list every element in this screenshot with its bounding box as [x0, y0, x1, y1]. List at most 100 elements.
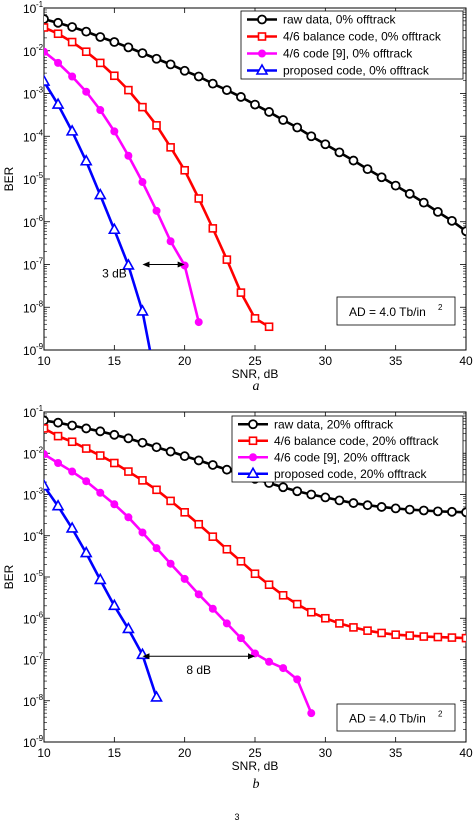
y-tick-base: 10 [23, 571, 37, 585]
data-point [264, 107, 274, 117]
data-point [152, 485, 161, 495]
x-tick-label: 15 [108, 354, 122, 368]
data-point [122, 258, 135, 270]
y-tick-base: 10 [23, 654, 37, 668]
annotation-text: AD = 4.0 Tb/in [349, 712, 426, 726]
legend-label: raw data, 20% offtrack [274, 417, 394, 431]
data-point [51, 499, 65, 511]
series-4 [44, 478, 163, 702]
annotation-superscript: 2 [438, 303, 443, 312]
data-point [44, 424, 49, 433]
data-point [461, 633, 466, 643]
x-axis-label: SNR, dB [232, 367, 279, 381]
data-point [208, 532, 218, 541]
chart-panel-a: 10 15 20 25 30 35 4010-910-810-710-610-510-410… [2, 0, 473, 381]
y-tick-exp: -4 [36, 128, 44, 137]
data-point [405, 631, 415, 640]
series-3 [44, 47, 203, 327]
data-point [376, 502, 387, 512]
data-point [377, 628, 386, 638]
data-point [151, 442, 162, 453]
data-point [194, 519, 204, 529]
y-tick-label: 10 -4 [23, 528, 44, 544]
data-point [461, 507, 466, 518]
data-point [95, 451, 105, 460]
y-tick-label: 10 -7 [23, 257, 44, 273]
data-point [306, 489, 317, 500]
x-tick-label: 15 [108, 746, 122, 760]
annotation-superscript: 2 [438, 710, 443, 719]
y-tick-exp: -3 [36, 86, 44, 95]
panel-caption-a: a [253, 379, 260, 394]
data-point [349, 623, 358, 632]
data-point [236, 634, 245, 643]
data-point [461, 226, 466, 237]
y-tick-label: 10 -5 [23, 171, 44, 187]
data-point [179, 65, 190, 76]
legend-label: 4/6 balance code, 20% offtrack [274, 434, 440, 448]
y-tick-label: 10 -4 [23, 128, 44, 144]
arrow-head-left [142, 653, 150, 660]
data-point [137, 48, 148, 59]
y-tick-label: 10 -2 [23, 43, 44, 59]
legend-item: 4/6 balance code, 20% offtrack [238, 434, 440, 448]
data-point [44, 74, 51, 86]
data-point [166, 496, 175, 506]
legend-marker [257, 32, 267, 41]
data-point [207, 78, 218, 89]
y-tick-base: 10 [23, 695, 37, 709]
data-point [335, 619, 344, 628]
y-tick-exp: -1 [36, 404, 44, 413]
data-point [279, 664, 288, 673]
data-point [95, 58, 105, 68]
data-point [110, 71, 119, 81]
y-tick-label: 10 -9 [23, 734, 44, 750]
data-point [180, 574, 189, 583]
data-point [207, 460, 218, 470]
data-point [193, 71, 204, 82]
y-tick-base: 10 [23, 88, 37, 102]
data-point [320, 139, 331, 150]
data-point [138, 476, 147, 485]
data-point [124, 151, 133, 160]
y-tick-label: 10 -9 [23, 342, 44, 358]
legend-label: raw data, 0% offtrack [283, 13, 397, 27]
y-tick-label: 10 -6 [23, 610, 44, 626]
x-tick-label: 10 [37, 354, 51, 368]
data-point [51, 97, 65, 109]
y-tick-base: 10 [23, 612, 37, 626]
annotation-box [336, 703, 456, 732]
legend-box [240, 10, 464, 80]
legend-label: 4/6 code [9], 0% offtrack [283, 47, 413, 61]
y-tick-exp: -1 [36, 0, 44, 9]
data-point [93, 572, 107, 585]
data-point [79, 154, 93, 166]
data-point [432, 206, 443, 217]
legend-marker [246, 466, 260, 479]
data-point [194, 590, 203, 599]
data-point [150, 690, 163, 702]
data-point [65, 124, 79, 136]
data-point [363, 626, 372, 635]
y-tick-base: 10 [23, 130, 37, 144]
data-point [137, 437, 148, 448]
legend-marker [257, 14, 267, 25]
data-point [165, 446, 176, 457]
data-point [447, 633, 457, 642]
data-point [334, 147, 345, 158]
data-point [250, 314, 260, 323]
legend-label: proposed code, 0% offtrack [283, 64, 430, 78]
y-tick-base: 10 [23, 301, 37, 315]
data-point [390, 180, 401, 191]
legend-marker [255, 63, 269, 75]
data-point [194, 318, 203, 327]
data-point [44, 415, 49, 426]
data-point [152, 206, 161, 215]
y-tick-exp: -5 [36, 171, 44, 180]
data-point [95, 32, 106, 42]
series-3 [44, 450, 316, 718]
data-point [124, 467, 133, 476]
data-point [65, 521, 79, 533]
data-point [53, 29, 63, 39]
data-point [53, 17, 63, 28]
